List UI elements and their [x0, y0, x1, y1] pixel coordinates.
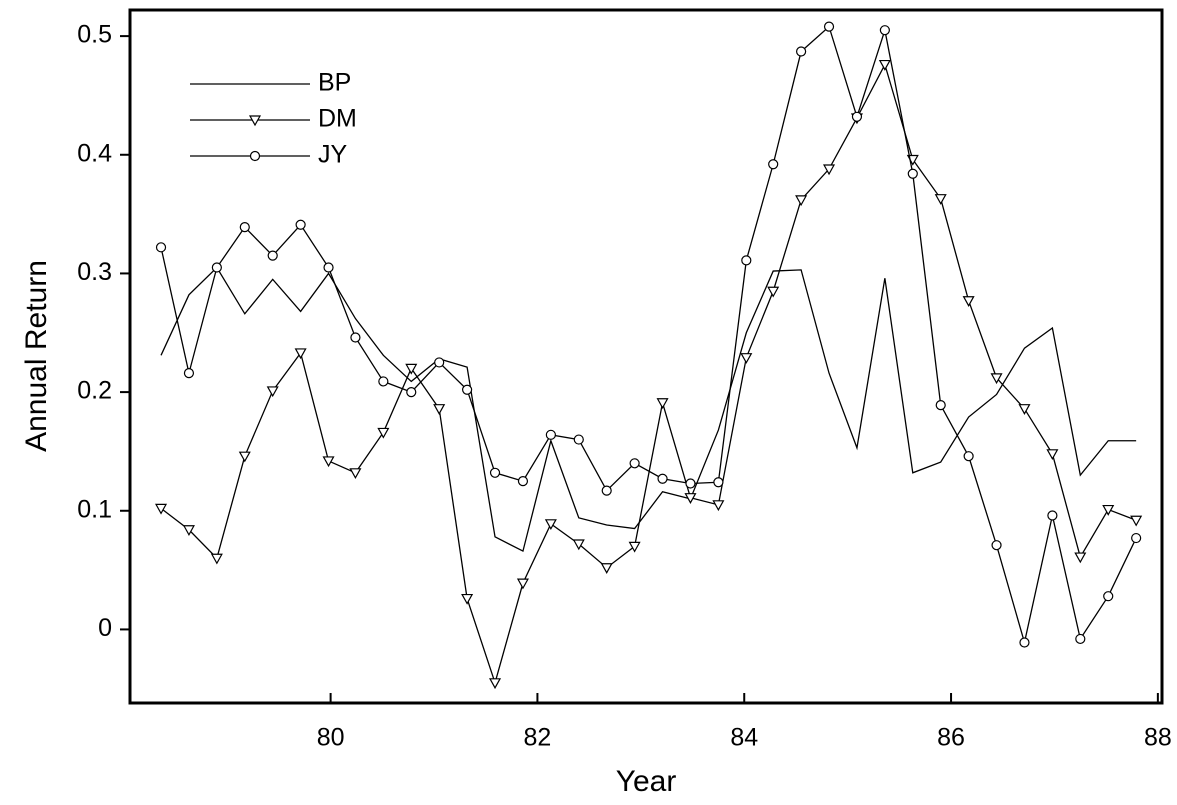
marker — [629, 458, 640, 469]
plot-frame — [128, 8, 1164, 705]
marker — [573, 434, 584, 445]
marker — [851, 111, 863, 122]
marker — [767, 286, 780, 298]
marker — [405, 363, 418, 375]
marker — [350, 332, 361, 343]
marker — [434, 357, 445, 368]
marker — [990, 373, 1003, 385]
marker — [266, 386, 279, 398]
x-tick-label: 82 — [524, 724, 552, 752]
series-line — [160, 266, 1137, 553]
x-tick-label: 84 — [730, 724, 758, 752]
marker — [879, 25, 890, 36]
marker — [155, 242, 167, 253]
marker — [685, 478, 696, 489]
marker — [210, 553, 223, 565]
legend-marker — [248, 115, 262, 127]
marker — [962, 296, 975, 307]
marker — [1074, 552, 1087, 564]
marker — [656, 398, 669, 410]
marker — [1019, 637, 1030, 648]
marker — [1018, 404, 1031, 415]
marker — [377, 427, 390, 439]
marker — [741, 255, 752, 266]
marker — [1047, 510, 1058, 521]
marker — [963, 451, 974, 462]
marker — [517, 475, 529, 487]
y-tick-label: 0.2 — [77, 377, 112, 405]
x-tick-label: 86 — [937, 724, 965, 752]
marker — [740, 353, 753, 364]
marker — [572, 539, 585, 551]
marker — [267, 250, 278, 261]
marker — [1131, 532, 1142, 544]
marker — [544, 519, 557, 531]
legend-label: JY — [318, 141, 348, 169]
marker — [796, 46, 807, 57]
marker — [182, 525, 195, 536]
marker — [768, 159, 779, 170]
marker — [349, 468, 362, 480]
marker — [155, 503, 168, 515]
marker — [684, 493, 697, 504]
legend-marker — [249, 150, 261, 162]
marker — [907, 168, 918, 179]
marker — [323, 262, 334, 273]
marker — [1046, 449, 1059, 461]
marker — [712, 500, 725, 512]
marker — [823, 164, 836, 176]
marker — [239, 222, 250, 233]
y-tick-label: 0.3 — [77, 258, 112, 286]
marker — [795, 195, 808, 207]
marker — [657, 473, 668, 484]
marker — [934, 194, 947, 205]
marker — [713, 477, 724, 488]
marker — [1103, 591, 1114, 602]
marker — [183, 368, 195, 379]
series-line — [160, 25, 1137, 643]
marker — [211, 262, 222, 273]
marker — [601, 485, 612, 496]
marker — [545, 429, 556, 440]
y-tick-label: 0.4 — [77, 139, 112, 167]
legend-label: DM — [318, 105, 357, 133]
marker — [516, 578, 529, 590]
marker — [489, 678, 502, 690]
marker — [600, 563, 613, 574]
marker — [238, 451, 251, 463]
marker — [462, 384, 473, 395]
y-tick-label: 0.1 — [77, 495, 112, 523]
x-tick-label: 88 — [1144, 724, 1172, 752]
marker — [433, 404, 446, 415]
y-axis-label: Annual Return — [20, 260, 53, 452]
legend-label: BP — [318, 69, 351, 97]
marker — [295, 219, 306, 230]
series-line — [160, 62, 1137, 686]
y-tick-label: 0.5 — [77, 21, 112, 49]
marker — [878, 59, 891, 71]
marker — [1130, 515, 1143, 527]
x-axis-label: Year — [616, 765, 677, 798]
marker — [378, 376, 389, 387]
x-tick-label: 80 — [317, 724, 345, 752]
marker — [1102, 504, 1115, 516]
marker — [628, 541, 641, 553]
marker — [322, 456, 335, 468]
marker — [294, 348, 307, 360]
marker — [461, 593, 474, 605]
marker — [935, 400, 946, 411]
marker — [489, 467, 501, 478]
y-tick-label: 0 — [98, 614, 112, 642]
marker — [1075, 633, 1086, 645]
marker — [823, 21, 835, 32]
marker — [406, 386, 417, 398]
marker — [991, 540, 1002, 551]
